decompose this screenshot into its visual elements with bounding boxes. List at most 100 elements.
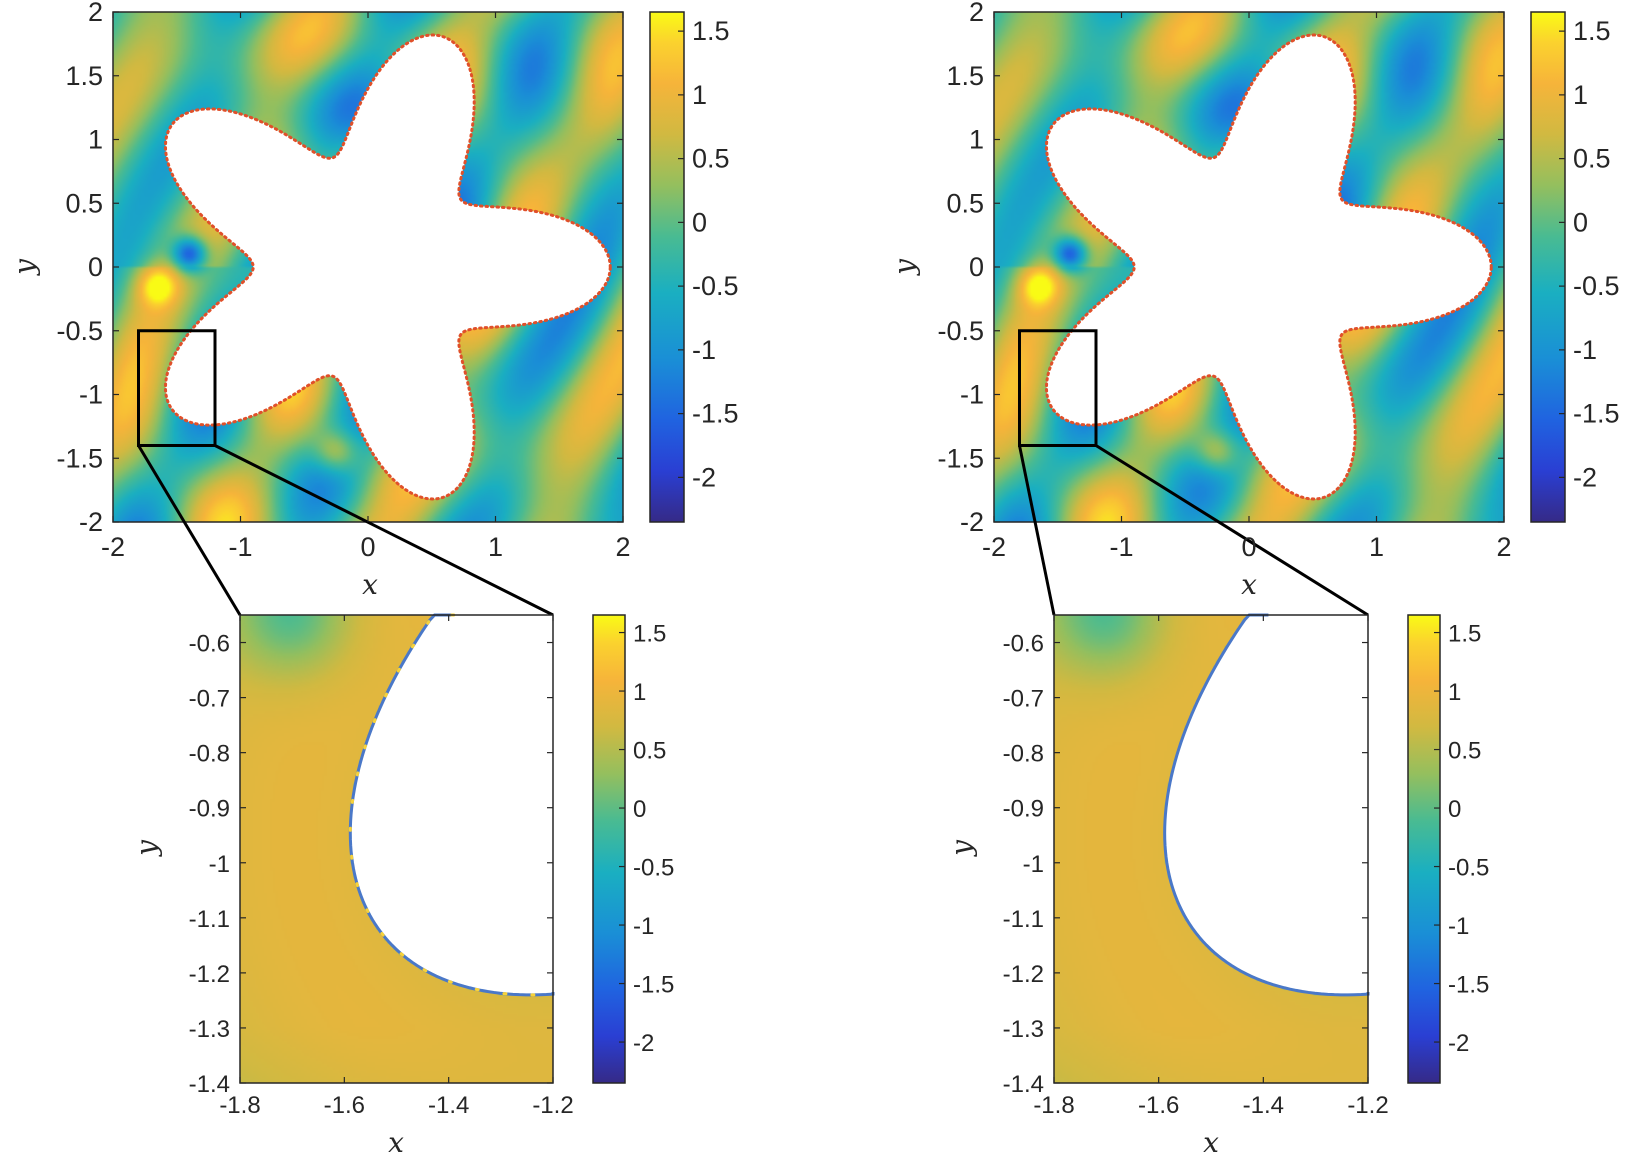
colorbar-tick-label: -0.5 bbox=[1448, 855, 1489, 882]
tick-labels: -1.8 -1.6 -1.4 -1.2 -0.6 -0.7 -0.8 -0.9 -1 -1.1 -1… bbox=[1003, 615, 1389, 1119]
y-tick-label: -0.7 bbox=[1003, 686, 1044, 713]
y-tick-label: -0.8 bbox=[189, 741, 230, 768]
x-tick-label: -1 bbox=[1109, 532, 1133, 562]
y-tick-label: -0.6 bbox=[189, 631, 230, 658]
y-tick-label: 1.5 bbox=[946, 61, 984, 91]
y-tick-label: -1 bbox=[79, 380, 103, 410]
y-tick-label: 1 bbox=[969, 125, 984, 155]
scatterer-boundary-line bbox=[1163, 613, 1370, 997]
colorbar-tick-label: 1.5 bbox=[1448, 621, 1481, 648]
colorbar-tick-label: 1 bbox=[1573, 80, 1588, 110]
tick-labels: -1.8 -1.6 -1.4 -1.2 -0.6 -0.7 -0.8 -0.9 -1 -1.1 -1… bbox=[189, 615, 574, 1119]
y-tick-label: -0.9 bbox=[1003, 796, 1044, 823]
y-tick-label: -2 bbox=[960, 507, 984, 537]
y-tick-label: -1.2 bbox=[1003, 961, 1044, 988]
y-tick-label: -1.5 bbox=[56, 443, 103, 473]
y-axis-label: y bbox=[130, 839, 163, 858]
scatterer-interior bbox=[350, 615, 553, 1027]
y-tick-label: -1.3 bbox=[1003, 1016, 1044, 1043]
y-tick-label: -2 bbox=[79, 507, 103, 537]
y-tick-label: 0.5 bbox=[946, 188, 984, 218]
x-tick-label: -2 bbox=[982, 532, 1006, 562]
y-tick-label: 0.5 bbox=[65, 188, 103, 218]
y-tick-label: -1 bbox=[209, 851, 230, 878]
boundary-points bbox=[348, 613, 555, 997]
colorbar-tick-label: 1 bbox=[1448, 679, 1461, 706]
axes-box bbox=[239, 614, 554, 1084]
y-tick-label: -0.5 bbox=[937, 316, 984, 346]
y-tick-label: -0.9 bbox=[189, 796, 230, 823]
colorbar-tick-label: 1 bbox=[633, 679, 646, 706]
x-tick-label: -1 bbox=[228, 532, 252, 562]
y-tick-label: -1.4 bbox=[189, 1071, 230, 1098]
colorbar bbox=[1407, 614, 1441, 1084]
scatterer-boundary bbox=[1044, 33, 1493, 501]
colorbar-tick-label: -0.5 bbox=[633, 855, 674, 882]
scatterer-interior bbox=[1164, 615, 1368, 1027]
colorbar-tick-label: 0 bbox=[1573, 207, 1588, 237]
y-tick-label: -1.5 bbox=[937, 443, 984, 473]
colorbar-tick-label: -2 bbox=[633, 1030, 654, 1057]
x-tick-label: 1 bbox=[1369, 532, 1384, 562]
y-tick-label: -1.1 bbox=[1003, 906, 1044, 933]
zoom-connector-right bbox=[1095, 444, 1369, 617]
colorbar-tick-label: 1 bbox=[692, 80, 707, 110]
y-axis-label: y bbox=[888, 258, 921, 277]
colorbar-tick-label: -1.5 bbox=[1448, 972, 1489, 999]
colorbar-tick-label: 0 bbox=[1448, 796, 1461, 823]
colorbar-tick-label: -1 bbox=[1448, 913, 1469, 940]
y-tick-label: 0 bbox=[969, 252, 984, 282]
colorbar-tick-label: 1.5 bbox=[1573, 16, 1611, 46]
x-tick-label: -1.8 bbox=[219, 1092, 260, 1119]
y-tick-label: -0.6 bbox=[1003, 631, 1044, 658]
y-tick-label: -0.7 bbox=[189, 686, 230, 713]
panel-top-left: -2 -1 0 1 2 2 1.5 1 0.5 0 -0.5 -1 -1.5 -2 x y 1.5 1 0.5… bbox=[8, 0, 739, 617]
x-axis-label: x bbox=[362, 568, 378, 601]
colorbar bbox=[1530, 11, 1566, 523]
colorbar-tick-label: -0.5 bbox=[1573, 271, 1620, 301]
colorbar-ticks: 1.5 1 0.5 0 -0.5 -1 -1.5 -2 bbox=[1434, 621, 1489, 1057]
x-tick-label: 1 bbox=[488, 532, 503, 562]
colorbar-tick-label: -1.5 bbox=[1573, 399, 1620, 429]
y-tick-label: 0 bbox=[88, 252, 103, 282]
x-tick-label: 2 bbox=[1496, 532, 1511, 562]
x-tick-label: -1.2 bbox=[532, 1092, 573, 1119]
y-tick-label: -1.1 bbox=[189, 906, 230, 933]
colorbar-ticks: 1.5 1 0.5 0 -0.5 -1 -1.5 -2 bbox=[619, 621, 674, 1057]
colorbar-ticks: 1.5 1 0.5 0 -0.5 -1 -1.5 -2 bbox=[678, 16, 739, 492]
x-tick-label: -1.8 bbox=[1033, 1092, 1074, 1119]
colorbar-tick-label: 0.5 bbox=[692, 144, 730, 174]
colorbar-tick-label: 1.5 bbox=[633, 621, 666, 648]
colorbar-tick-label: 0 bbox=[692, 207, 707, 237]
y-tick-label: -1.2 bbox=[189, 961, 230, 988]
tick-labels: -2 -1 0 1 2 2 1.5 1 0.5 0 -0.5 -1 -1.5 -2 bbox=[56, 0, 630, 562]
colorbar-tick-label: -1 bbox=[1573, 335, 1597, 365]
zoom-connector-left bbox=[1018, 445, 1056, 616]
colorbar-tick-label: 1.5 bbox=[692, 16, 730, 46]
y-axis-label: y bbox=[945, 839, 978, 858]
x-tick-label: -1.6 bbox=[1138, 1092, 1179, 1119]
zoom-box bbox=[1018, 329, 1098, 447]
x-axis-label: x bbox=[388, 1126, 404, 1159]
x-tick-label: -1.4 bbox=[1243, 1092, 1284, 1119]
tick-labels: -2 -1 0 1 2 2 1.5 1 0.5 0 -0.5 -1 -1.5 -2 bbox=[937, 0, 1511, 562]
scatterer-boundary bbox=[163, 33, 612, 501]
colorbar-tick-label: 0.5 bbox=[633, 738, 666, 765]
x-tick-label: -1.4 bbox=[428, 1092, 469, 1119]
colorbar-tick-label: 0.5 bbox=[1573, 144, 1611, 174]
x-tick-label: -1.2 bbox=[1347, 1092, 1388, 1119]
colorbar-tick-label: -1 bbox=[633, 913, 654, 940]
y-tick-label: 1 bbox=[88, 125, 103, 155]
x-axis-label: x bbox=[1241, 568, 1257, 601]
y-tick-label: -1 bbox=[1023, 851, 1044, 878]
colorbar-tick-label: -0.5 bbox=[692, 271, 739, 301]
y-tick-label: -0.8 bbox=[1003, 741, 1044, 768]
colorbar-tick-label: -2 bbox=[1448, 1030, 1469, 1057]
y-tick-label: -1 bbox=[960, 380, 984, 410]
x-tick-label: 0 bbox=[360, 532, 375, 562]
zoom-box bbox=[137, 329, 217, 447]
colorbar-tick-label: -2 bbox=[692, 462, 716, 492]
x-axis-label: x bbox=[1203, 1126, 1219, 1159]
y-tick-label: 1.5 bbox=[65, 61, 103, 91]
